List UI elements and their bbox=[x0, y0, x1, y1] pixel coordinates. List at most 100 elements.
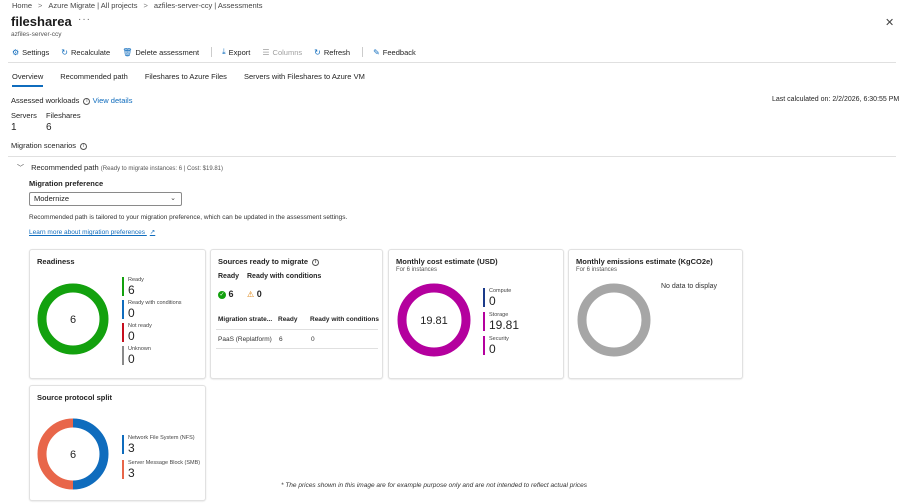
legend-smb: Server Message Block (SMB) 3 bbox=[122, 460, 200, 479]
legend-not-ready: Not ready 0 bbox=[122, 323, 152, 342]
readiness-center-value: 6 bbox=[70, 314, 76, 326]
legend-storage-label: Storage bbox=[489, 312, 509, 318]
export-label: Export bbox=[228, 47, 251, 57]
toolbar-divider bbox=[362, 47, 364, 57]
columns-icon: ☰ bbox=[262, 47, 270, 57]
gear-icon: ⚙ bbox=[12, 47, 20, 57]
protocol-title: Source protocol split bbox=[37, 393, 113, 402]
legend-security: Security 0 bbox=[483, 336, 509, 355]
legend-security-value: 0 bbox=[489, 342, 496, 356]
refresh-icon: ↻ bbox=[314, 47, 321, 57]
more-options-icon[interactable]: ··· bbox=[78, 14, 91, 25]
emissions-donut bbox=[577, 283, 651, 357]
table-cell-ready: 6 bbox=[279, 336, 283, 343]
legend-nfs-label: Network File System (NFS) bbox=[128, 435, 195, 441]
legend-compute-label: Compute bbox=[489, 288, 512, 294]
export-button[interactable]: ⤓ Export bbox=[222, 47, 250, 57]
readiness-donut: 6 bbox=[37, 283, 109, 355]
protocol-center-value: 6 bbox=[70, 449, 76, 461]
breadcrumb-home[interactable]: Home bbox=[12, 1, 33, 10]
migration-preference-value: Modernize bbox=[34, 194, 70, 203]
emissions-subtitle: For 6 instances bbox=[576, 267, 618, 273]
tab-fileshares-to-azure-files[interactable]: Fileshares to Azure Files bbox=[144, 72, 227, 81]
toolbar: ⚙ Settings ↻ Recalculate 🗑 Delete assessmen… bbox=[12, 47, 428, 57]
legend-unknown: Unknown 0 bbox=[122, 346, 151, 365]
page-title: filesharea bbox=[11, 14, 72, 29]
page-subtitle: azfiles-server-ccy bbox=[11, 31, 62, 38]
tab-recommended-path[interactable]: Recommended path bbox=[60, 72, 128, 81]
breadcrumb-assessments[interactable]: azfiles-server-ccy | Assessments bbox=[153, 1, 263, 10]
tab-overview[interactable]: Overview bbox=[12, 72, 44, 87]
learn-more-label: Learn more about migration preferences bbox=[29, 229, 145, 236]
close-icon[interactable]: ✕ bbox=[885, 17, 895, 29]
delete-assessment-button[interactable]: 🗑 Delete assessment bbox=[122, 48, 199, 57]
protocol-ring-nfs bbox=[72, 418, 109, 490]
breadcrumb-projects[interactable]: Azure Migrate | All projects bbox=[48, 1, 138, 10]
learn-more-link[interactable]: Learn more about migration preferences ↗ bbox=[29, 228, 155, 236]
settings-button[interactable]: ⚙ Settings bbox=[12, 48, 49, 57]
legend-ready-with-conditions-label: Ready with conditions bbox=[128, 300, 182, 306]
migration-preference-label: Migration preference bbox=[29, 179, 104, 188]
breadcrumb: Home > Azure Migrate | All projects > az… bbox=[12, 1, 263, 10]
recommended-path-header[interactable]: ﹀ Recommended path (Ready to migrate ins… bbox=[17, 163, 223, 173]
legend-unknown-label: Unknown bbox=[128, 346, 151, 352]
breadcrumb-separator: > bbox=[38, 1, 43, 10]
readiness-card: Readiness 6 Ready 6 Ready with condition… bbox=[29, 249, 206, 379]
price-footnote: * The prices shown in this image are for… bbox=[281, 482, 588, 489]
legend-smb-label: Server Message Block (SMB) bbox=[128, 460, 201, 466]
feedback-button[interactable]: ✎ Feedback bbox=[373, 48, 416, 57]
cost-donut: 19.81 bbox=[397, 283, 471, 357]
legend-unknown-value: 0 bbox=[128, 352, 135, 366]
legend-ready-with-conditions-value: 0 bbox=[128, 306, 135, 320]
legend-smb-value: 3 bbox=[128, 466, 135, 480]
delete-label: Delete assessment bbox=[135, 47, 200, 57]
breadcrumb-separator: > bbox=[143, 1, 148, 10]
sources-ready-count: ✓ 6 bbox=[218, 289, 234, 299]
cost-ring-storage bbox=[397, 283, 471, 357]
cost-estimate-card: Monthly cost estimate (USD) For 6 instan… bbox=[388, 249, 564, 379]
legend-compute: Compute 0 bbox=[483, 288, 511, 307]
legend-ready-value: 6 bbox=[128, 283, 135, 297]
sources-ready-value: 6 bbox=[228, 289, 234, 299]
fileshares-value: 6 bbox=[46, 122, 52, 133]
legend-nfs-value: 3 bbox=[128, 441, 135, 455]
emissions-no-data: No data to display bbox=[661, 283, 718, 290]
section-divider bbox=[8, 156, 896, 157]
recalculate-label: Recalculate bbox=[70, 47, 111, 57]
view-details-link[interactable]: View details bbox=[92, 96, 133, 105]
recommended-path-title: Recommended path bbox=[31, 163, 99, 172]
chevron-down-icon: ⌄ bbox=[170, 195, 176, 202]
migration-preference-dropdown[interactable]: Modernize ⌄ bbox=[29, 192, 182, 206]
sources-conditions-count: ⚠ 0 bbox=[247, 289, 262, 299]
servers-value: 1 bbox=[11, 122, 17, 133]
check-circle-icon: ✓ bbox=[218, 290, 226, 299]
cost-subtitle: For 6 instances bbox=[396, 267, 438, 273]
recommended-description: Recommended path is tailored to your mig… bbox=[29, 214, 348, 221]
sources-conditions-value: 0 bbox=[256, 289, 262, 299]
legend-not-ready-value: 0 bbox=[128, 329, 135, 343]
warning-icon: ⚠ bbox=[247, 290, 255, 299]
info-icon: i bbox=[80, 142, 88, 150]
columns-label: Columns bbox=[272, 47, 303, 57]
migration-scenarios-row: Migration scenarios i bbox=[11, 141, 88, 150]
external-link-icon: ↗ bbox=[149, 229, 156, 236]
readiness-title: Readiness bbox=[37, 257, 75, 266]
tab-bar: Overview Recommended path Fileshares to … bbox=[12, 72, 382, 87]
tab-servers-with-fileshares[interactable]: Servers with Fileshares to Azure VM bbox=[243, 72, 365, 81]
table-divider bbox=[216, 348, 378, 349]
recalculate-button[interactable]: ↻ Recalculate bbox=[61, 48, 110, 57]
info-icon: i bbox=[312, 258, 320, 266]
legend-compute-value: 0 bbox=[489, 294, 496, 308]
info-icon: i bbox=[83, 97, 91, 105]
columns-button[interactable]: ☰ Columns bbox=[262, 48, 302, 57]
legend-ready: Ready 6 bbox=[122, 277, 144, 296]
emissions-title: Monthly emissions estimate (KgCO2e) bbox=[576, 257, 713, 266]
legend-nfs: Network File System (NFS) 3 bbox=[122, 435, 195, 454]
cost-title: Monthly cost estimate (USD) bbox=[396, 257, 498, 266]
trash-icon: 🗑 bbox=[122, 47, 133, 57]
emissions-ring-empty bbox=[577, 283, 651, 357]
table-divider bbox=[216, 329, 378, 330]
protocol-split-card: Source protocol split 6 Network File Sys… bbox=[29, 385, 206, 501]
settings-label: Settings bbox=[22, 47, 50, 57]
refresh-button[interactable]: ↻ Refresh bbox=[314, 48, 350, 57]
